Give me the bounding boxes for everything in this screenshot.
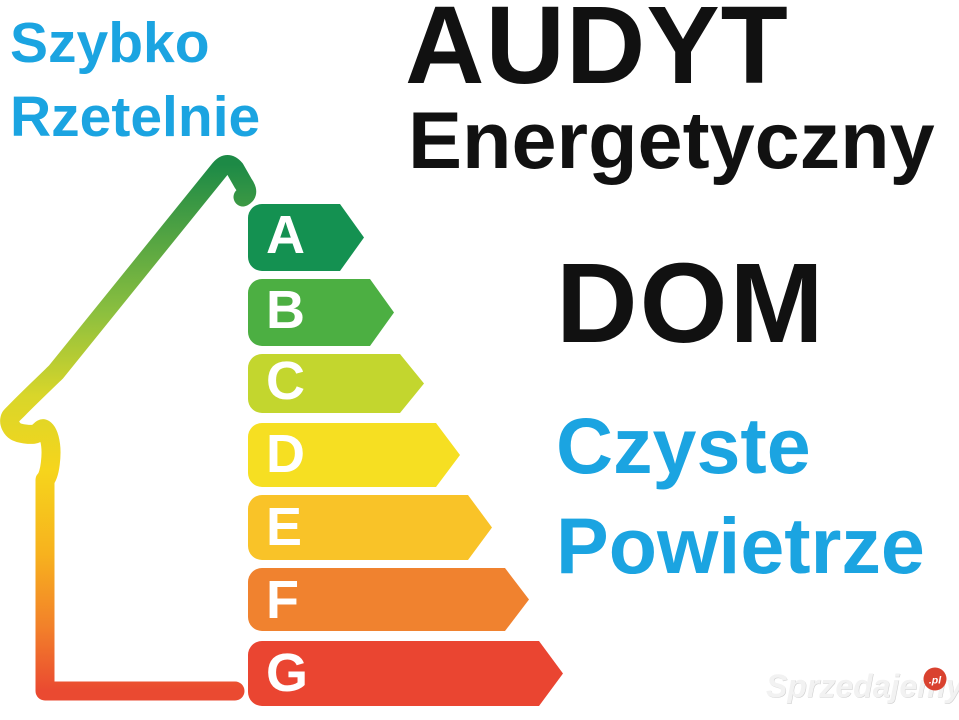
svg-text:C: C xyxy=(266,351,305,411)
svg-text:G: G xyxy=(266,643,308,703)
svg-text:D: D xyxy=(266,424,305,484)
svg-text:.pl: .pl xyxy=(929,675,942,687)
svg-text:F: F xyxy=(266,570,299,630)
svg-text:B: B xyxy=(266,280,305,340)
svg-text:E: E xyxy=(266,497,302,557)
svg-text:A: A xyxy=(266,205,305,265)
